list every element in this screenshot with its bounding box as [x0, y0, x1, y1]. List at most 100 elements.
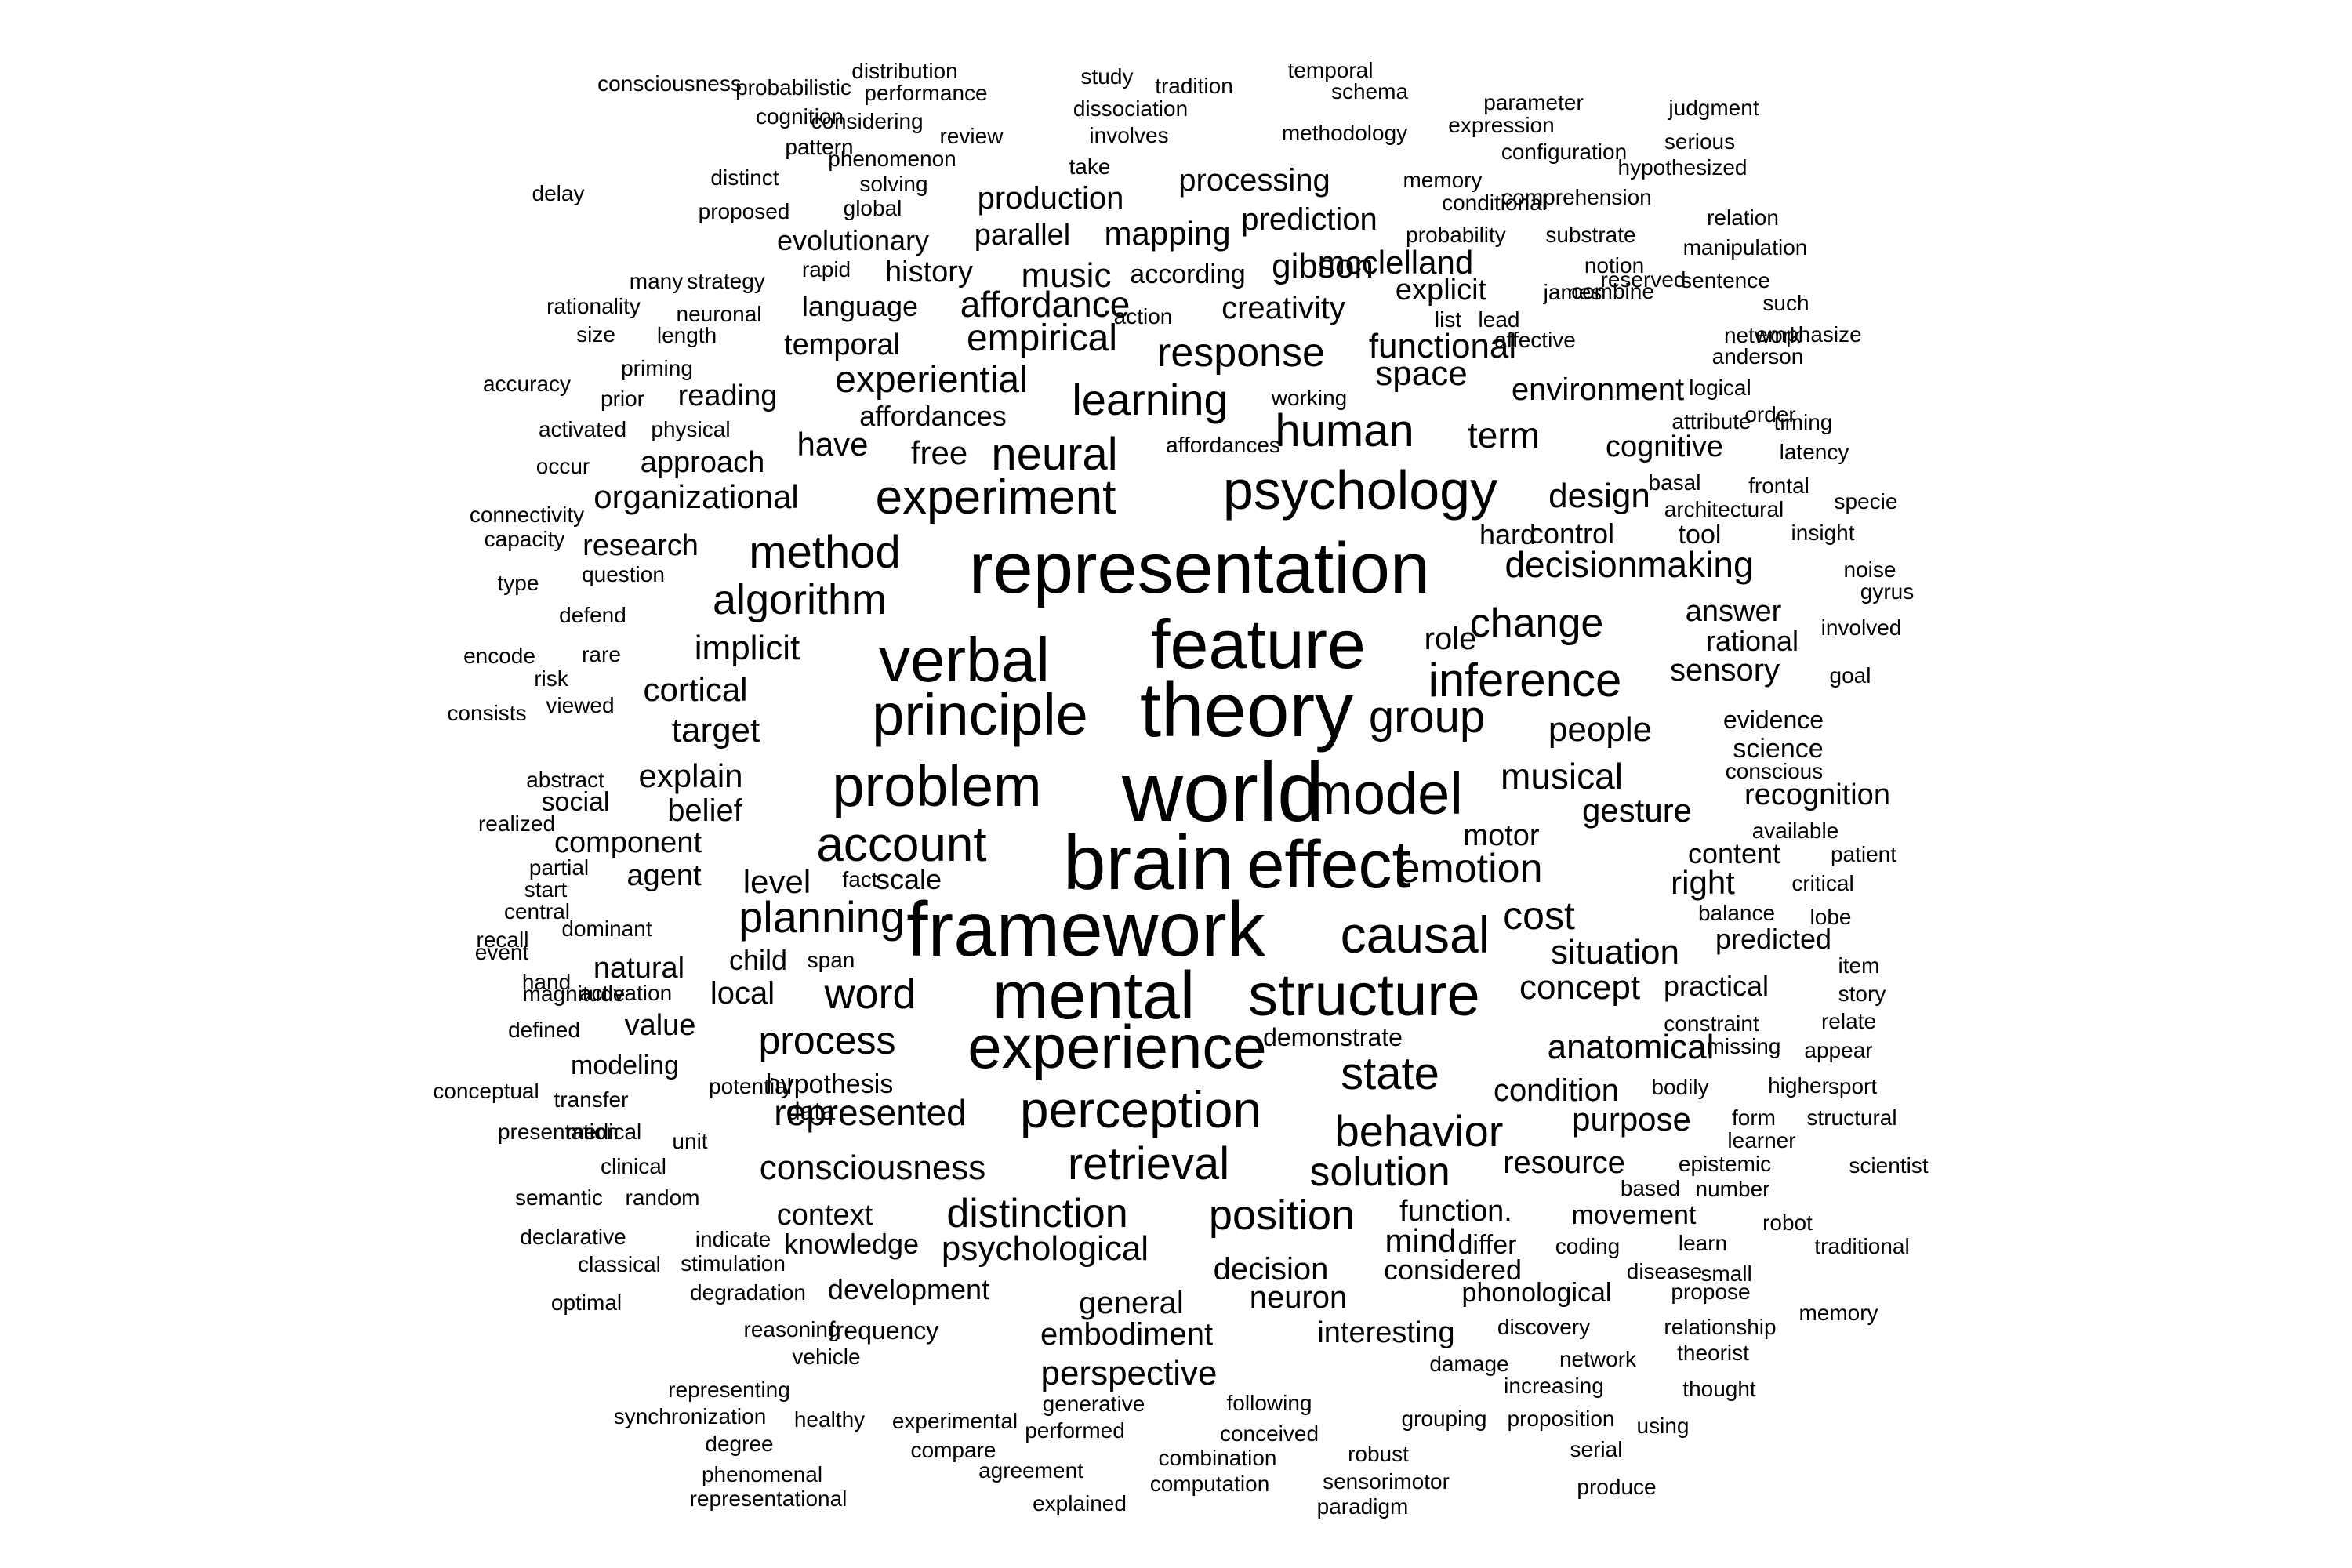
- cloud-word: accuracy: [482, 372, 572, 396]
- cloud-word: size: [576, 322, 615, 347]
- cloud-word: mind: [1385, 1222, 1457, 1259]
- cloud-word: music: [1021, 256, 1112, 295]
- cloud-word: evolutionary: [776, 224, 930, 256]
- cloud-word: delay: [532, 181, 585, 205]
- cloud-word: explicit: [1395, 274, 1487, 307]
- cloud-word: review: [939, 124, 1004, 148]
- cloud-word: cognition: [755, 104, 844, 129]
- cloud-word: transfer: [554, 1087, 629, 1112]
- cloud-word: neuron: [1249, 1280, 1348, 1315]
- cloud-word: temporal: [1287, 58, 1374, 82]
- cloud-word: world: [1121, 744, 1325, 839]
- cloud-word: stimulation: [681, 1251, 786, 1276]
- cloud-word: experiential: [835, 359, 1028, 401]
- cloud-word: risk: [534, 666, 568, 691]
- cloud-word: basal: [1648, 470, 1701, 495]
- cloud-word: sentence: [1681, 268, 1770, 292]
- cloud-word: available: [1751, 818, 1839, 843]
- cloud-word: take: [1069, 154, 1111, 179]
- cloud-word: mental: [992, 958, 1196, 1033]
- cloud-word: attribute: [1671, 409, 1751, 434]
- cloud-word: agent: [626, 859, 702, 892]
- cloud-word: medical: [565, 1120, 642, 1144]
- cloud-word: recall: [476, 927, 529, 952]
- cloud-word: order: [1744, 402, 1796, 426]
- cloud-word: gyrus: [1860, 579, 1915, 604]
- cloud-word: neuronal: [676, 302, 762, 326]
- cloud-word: considered: [1383, 1254, 1523, 1286]
- cloud-word: defined: [508, 1018, 580, 1042]
- cloud-word: balance: [1697, 901, 1776, 925]
- cloud-word: probability: [1406, 223, 1506, 247]
- cloud-word: type: [497, 571, 539, 595]
- cloud-word: retrieval: [1067, 1138, 1230, 1189]
- cloud-word: history: [885, 256, 973, 289]
- cloud-word: behavior: [1334, 1106, 1504, 1156]
- cloud-word: knowledge: [783, 1228, 920, 1260]
- cloud-word: timing: [1773, 410, 1833, 434]
- cloud-word: movement: [1571, 1200, 1697, 1230]
- cloud-word: cortical: [643, 671, 748, 708]
- cloud-word: learning: [1072, 375, 1229, 424]
- cloud-word: purpose: [1572, 1101, 1691, 1138]
- cloud-word: specie: [1834, 489, 1898, 514]
- cloud-word: notion: [1584, 253, 1645, 278]
- cloud-word: involves: [1089, 123, 1169, 147]
- cloud-word: structure: [1248, 962, 1480, 1029]
- cloud-word: recognition: [1744, 779, 1890, 811]
- cloud-word: distinction: [946, 1191, 1128, 1236]
- cloud-word: goal: [1829, 663, 1871, 688]
- cloud-word: memory: [1403, 168, 1483, 192]
- cloud-word: performed: [1025, 1418, 1125, 1443]
- cloud-word: latency: [1779, 440, 1849, 464]
- cloud-word: causal: [1340, 906, 1490, 964]
- cloud-word: architectural: [1664, 497, 1784, 521]
- cloud-word: verbal: [879, 625, 1050, 695]
- cloud-word: such: [1762, 291, 1809, 315]
- cloud-word: hypothesized: [1617, 155, 1748, 180]
- cloud-word: relate: [1820, 1009, 1877, 1033]
- cloud-word: concept: [1519, 968, 1641, 1007]
- cloud-word: anderson: [1711, 344, 1804, 368]
- cloud-word: creativity: [1221, 291, 1345, 325]
- cloud-word: mapping: [1104, 215, 1231, 252]
- cloud-word: appear: [1804, 1038, 1873, 1062]
- cloud-word: perception: [1019, 1080, 1262, 1138]
- cloud-word: temporal: [784, 328, 900, 361]
- cloud-word: sensory: [1669, 653, 1780, 688]
- cloud-word: probabilistic: [735, 75, 851, 100]
- cloud-word: serial: [1570, 1437, 1623, 1461]
- cloud-word: magnitude: [522, 982, 626, 1006]
- cloud-word: central: [503, 899, 571, 924]
- cloud-word: word: [824, 971, 916, 1018]
- cloud-word: conceptual: [433, 1079, 539, 1103]
- cloud-word: approach: [640, 446, 765, 479]
- cloud-word: solution: [1309, 1149, 1450, 1195]
- cloud-word: affective: [1494, 328, 1576, 352]
- cloud-word: answer: [1685, 595, 1782, 628]
- cloud-word: healthy: [793, 1407, 866, 1432]
- cloud-word: configuration: [1501, 140, 1628, 164]
- cloud-word: potential: [709, 1074, 792, 1098]
- cloud-word: anatomical: [1547, 1028, 1715, 1066]
- cloud-word: abstract: [526, 768, 604, 792]
- cloud-word: hypothesis: [765, 1069, 894, 1099]
- cloud-word: start: [524, 877, 568, 902]
- cloud-word: content: [1687, 837, 1781, 869]
- cloud-word: neural: [991, 429, 1118, 480]
- cloud-word: rapid: [801, 257, 851, 281]
- cloud-word: paradigm: [1316, 1494, 1409, 1519]
- cloud-word: psychological: [941, 1229, 1149, 1268]
- cloud-word: compare: [910, 1438, 996, 1462]
- cloud-word: emphasize: [1755, 322, 1862, 347]
- cloud-word: propose: [1671, 1279, 1751, 1304]
- cloud-word: tradition: [1155, 74, 1233, 98]
- cloud-word: james: [1543, 280, 1602, 304]
- cloud-word: agreement: [978, 1458, 1083, 1483]
- cloud-word: activated: [538, 417, 627, 441]
- cloud-word: bodily: [1651, 1075, 1709, 1099]
- cloud-word: indicate: [695, 1227, 771, 1251]
- cloud-word: dominant: [561, 916, 652, 941]
- cloud-word: model: [1305, 761, 1463, 826]
- cloud-word: component: [554, 826, 702, 859]
